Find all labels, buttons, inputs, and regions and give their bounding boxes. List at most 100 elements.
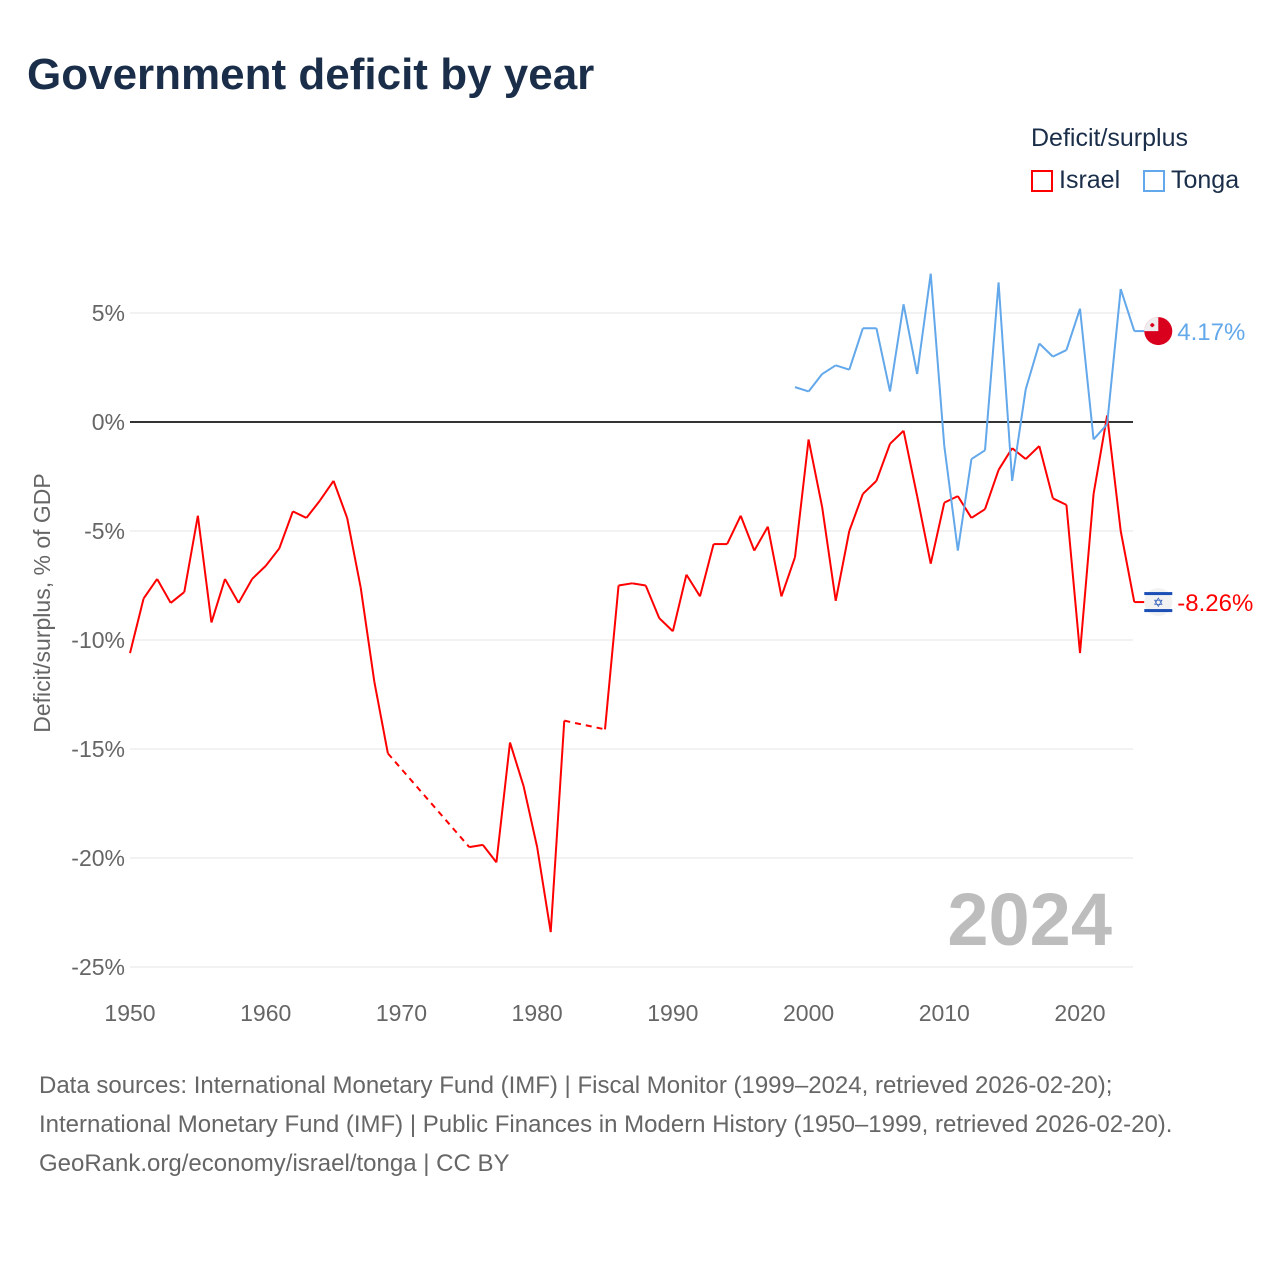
- israel-line-segment: [699, 543, 715, 597]
- israel-line-segment: [251, 565, 267, 580]
- y-axis-label: Deficit/surplus, % of GDP: [29, 473, 55, 732]
- israel-line-segment: [929, 502, 946, 564]
- tonga-line-segment: [875, 328, 891, 392]
- israel-line-segment: [902, 430, 919, 497]
- israel-line-segment: [387, 752, 471, 848]
- tonga-line-segment: [1024, 343, 1041, 390]
- tonga-line-segment: [1092, 423, 1108, 441]
- israel-line-segment: [170, 591, 185, 604]
- israel-line-segment: [373, 681, 389, 754]
- tonga-line-segment: [807, 373, 823, 393]
- tonga-line-segment: [956, 458, 973, 551]
- israel-line-segment: [1106, 415, 1122, 532]
- israel-line-segment: [834, 530, 851, 601]
- x-tick-label: 1950: [104, 1000, 155, 1026]
- x-tick-label: 2010: [919, 1000, 970, 1026]
- x-tick-label: 2020: [1054, 1000, 1105, 1026]
- israel-line-segment: [794, 439, 810, 558]
- tonga-line-segment: [1052, 349, 1067, 358]
- israel-line-segment: [916, 495, 932, 564]
- israel-line-segment: [875, 443, 891, 482]
- legend-item-tonga[interactable]: Tonga: [1143, 166, 1239, 195]
- footer: Data sources: International Monetary Fun…: [39, 1066, 1239, 1183]
- israel-line-segment: [604, 585, 620, 730]
- israel-line-segment: [685, 574, 701, 597]
- israel-line-segment: [739, 515, 756, 551]
- israel-line-segment: [1119, 530, 1136, 603]
- israel-line-segment: [1038, 445, 1054, 499]
- israel-line-segment: [522, 785, 539, 848]
- y-tick-label: 5%: [92, 300, 125, 326]
- israel-line-segment: [658, 617, 674, 633]
- tonga-line-segment: [1038, 342, 1054, 358]
- legend-label: Israel: [1059, 166, 1121, 194]
- israel-line-segment: [862, 480, 878, 495]
- x-tick-label: 1990: [647, 1000, 698, 1026]
- tonga-line-segment: [848, 327, 864, 370]
- israel-line-segment: [780, 556, 796, 597]
- israel-line-segment: [237, 578, 254, 604]
- israel-line-segment: [183, 515, 199, 593]
- israel-flag-stripe: [1144, 609, 1173, 613]
- israel-line-segment: [264, 547, 281, 567]
- israel-line-segment: [766, 526, 783, 597]
- israel-line-segment: [469, 843, 484, 849]
- israel-line-segment: [549, 720, 566, 933]
- tonga-line-segment: [970, 449, 986, 460]
- chart-title: Government deficit by year: [27, 50, 595, 99]
- tonga-line-segment: [943, 445, 959, 551]
- israel-line-segment: [536, 846, 552, 933]
- israel-line-segment: [1011, 447, 1027, 460]
- israel-line-segment: [210, 578, 226, 623]
- israel-line-segment: [129, 598, 145, 654]
- tonga-line-segment: [1079, 308, 1095, 440]
- israel-line-segment: [671, 574, 688, 632]
- x-tick-label: 1980: [512, 1000, 563, 1026]
- israel-line-segment: [848, 493, 864, 532]
- legend-swatch-tonga: [1143, 169, 1165, 192]
- israel-line-segment: [984, 469, 1000, 510]
- tonga-line-segment: [916, 273, 932, 375]
- israel-line-segment: [1079, 493, 1095, 654]
- legend-label: Tonga: [1171, 166, 1240, 194]
- tonga-line-segment: [984, 282, 1000, 451]
- israel-line-segment: [319, 480, 335, 502]
- y-tick-label: -25%: [71, 954, 125, 980]
- legend-title: Deficit/surplus: [1031, 124, 1188, 152]
- israel-line-segment: [482, 844, 498, 863]
- israel-line-segment: [970, 508, 986, 519]
- tonga-line-segment: [1106, 288, 1122, 425]
- tonga-line-segment: [794, 386, 809, 393]
- israel-line-segment: [1065, 504, 1081, 654]
- line-chart: 5% 0% -5% -10% -15% -20% -25% 1950 1960 1970 1980 1…: [29, 273, 1253, 1026]
- israel-line-segment: [332, 480, 349, 519]
- israel-line-segment: [564, 719, 606, 731]
- star-of-david-icon: ✡: [1153, 596, 1164, 611]
- x-tick-label: 1970: [376, 1000, 427, 1026]
- tonga-line-segment: [1119, 288, 1136, 332]
- y-tick-label: -5%: [84, 518, 125, 544]
- israel-line-segment: [753, 526, 769, 552]
- tonga-line-segment: [902, 304, 919, 375]
- tonga-line-segment: [929, 273, 946, 447]
- tonga-line-segment: [997, 282, 1014, 481]
- israel-line-segment: [509, 742, 525, 787]
- tonga-line-segment: [835, 364, 850, 371]
- year-watermark: 2024: [947, 878, 1112, 961]
- data-sources: Data sources: International Monetary Fun…: [39, 1072, 1173, 1138]
- y-tick-label: -10%: [71, 627, 125, 653]
- israel-line-segment: [889, 429, 905, 445]
- israel-line-segment: [1052, 497, 1067, 506]
- israel-line-segment: [631, 582, 646, 587]
- israel-line-segment: [495, 742, 511, 863]
- israel-line-segment: [142, 578, 158, 600]
- legend-item-israel[interactable]: Israel: [1031, 166, 1120, 195]
- israel-line-segment: [644, 585, 661, 619]
- credit-link[interactable]: GeoRank.org/economy/israel/tonga | CC BY: [39, 1150, 510, 1177]
- tonga-end-label: 4.17%: [1177, 319, 1245, 346]
- israel-flag-stripe: [1144, 592, 1173, 596]
- y-tick-label: -15%: [71, 736, 125, 762]
- israel-line-segment: [224, 578, 240, 604]
- israel-line-segment: [278, 511, 294, 549]
- x-tick-label: 2000: [783, 1000, 834, 1026]
